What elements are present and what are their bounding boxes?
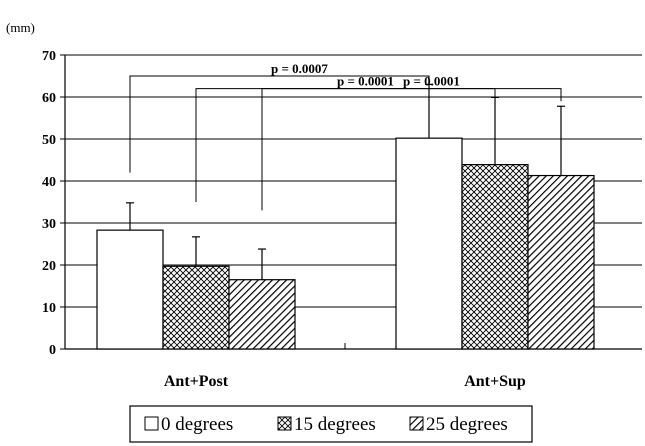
bar-Ant+Post-0 degrees [96,229,164,350]
p-value-label-0: p = 0.0007 [271,61,328,76]
y-tick-label-60: 60 [42,91,56,106]
y-tick-label-50: 50 [42,133,56,148]
p-value-label-1: p = 0.0001 [337,74,394,89]
x-tick-labels: Ant+Post Ant+Sup [164,373,526,390]
bar-Ant+Sup-25 degrees [527,174,595,350]
legend-label-25-degrees: 25 degrees [426,414,508,435]
y-tick-label-20: 20 [42,259,56,274]
y-tick-label-70: 70 [42,49,56,64]
y-axis-unit: (mm) [6,20,35,35]
legend-box [129,405,533,443]
bar-Ant+Sup-0 degrees [395,137,463,350]
legend: 0 degrees 15 degrees 25 degrees [129,405,533,443]
y-tick-label-40: 40 [42,175,56,190]
legend-swatch-0-degrees [144,416,159,431]
error-bars [126,83,565,280]
x-tick-label-Ant+Sup: Ant+Sup [464,373,526,390]
y-tick-labels: 0 10 20 30 40 50 60 70 [42,49,65,358]
bars [96,137,595,350]
bracket-0 [129,75,430,173]
bar-Ant+Sup-15 degrees [461,164,529,350]
y-tick-label-10: 10 [42,301,56,316]
bracket-2 [261,88,562,211]
legend-label-0-degrees: 0 degrees [161,414,233,435]
y-tick-label-0: 0 [49,343,56,358]
bar-Ant+Post-25 degrees [228,279,296,350]
legend-swatch-25-degrees [409,416,424,431]
y-tick-label-30: 30 [42,217,56,232]
significance-brackets: p = 0.0007 p = 0.0001 p = 0.0001 [129,61,562,211]
legend-swatch-15-degrees [277,416,292,431]
p-value-label-2: p = 0.0001 [403,74,460,89]
legend-label-15-degrees: 15 degrees [294,414,376,435]
bar-Ant+Post-15 degrees [162,265,230,350]
x-tick-label-Ant+Post: Ant+Post [164,373,229,390]
